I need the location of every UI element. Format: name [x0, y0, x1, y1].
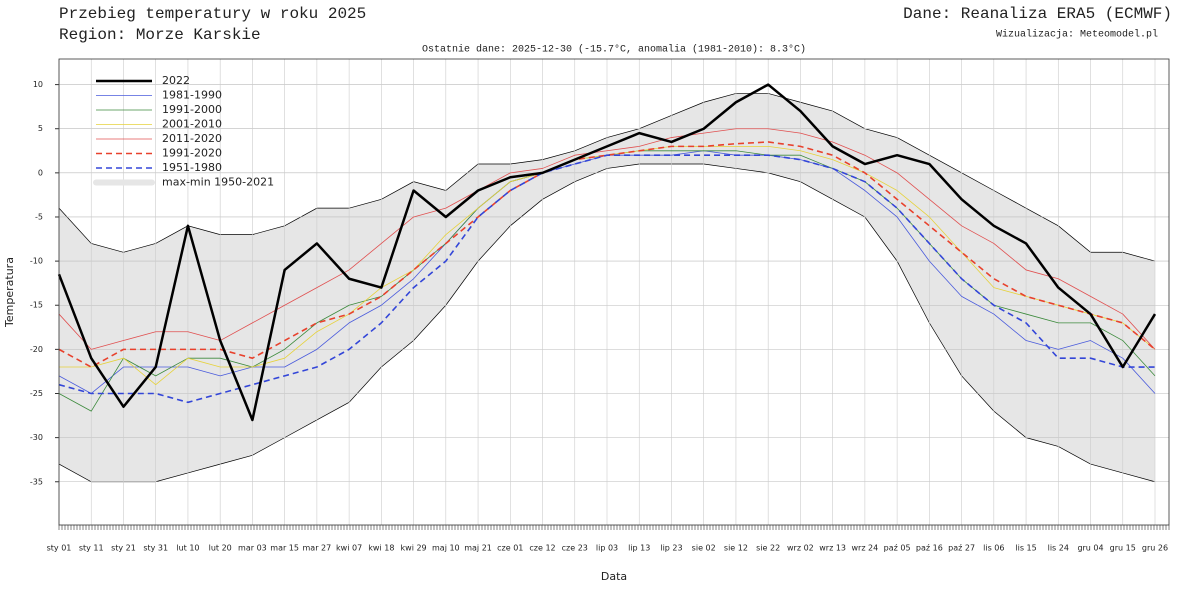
subtitle: Ostatnie dane: 2025-12-30 (-15.7°C, anom…	[422, 44, 806, 56]
x-tick-label: kwi 07	[336, 544, 362, 553]
legend-label: 2001-2010	[162, 118, 222, 131]
x-tick-label: paź 05	[884, 544, 911, 553]
x-tick-label: wrz 13	[819, 544, 846, 553]
credit: Wizualizacja: Meteomodel.pl	[996, 29, 1158, 41]
legend-label: 1951-1980	[162, 161, 222, 174]
x-tick-label: mar 27	[303, 544, 332, 553]
x-tick-label: cze 23	[562, 544, 588, 553]
x-tick-label: kwi 18	[368, 544, 394, 553]
x-tick-label: lut 20	[209, 544, 232, 553]
region: Region: Morze Karskie	[59, 26, 261, 44]
y-axis-label: Temperatura	[3, 257, 16, 328]
x-tick-label: wrz 24	[851, 544, 878, 553]
x-tick-label: lut 10	[176, 544, 199, 553]
series-line	[58, 154, 1155, 404]
x-tick-label: mar 15	[270, 544, 299, 553]
series-line	[58, 141, 1156, 368]
y-tick-label: -25	[30, 389, 43, 398]
source: Dane: Reanaliza ERA5 (ECMWF)	[903, 5, 1172, 23]
x-tick-label: gru 04	[1077, 544, 1103, 553]
x-tick-label: lis 06	[983, 544, 1004, 553]
x-tick-label: lip 23	[660, 544, 682, 553]
range-band	[59, 93, 1155, 482]
y-tick-label: -5	[35, 212, 43, 221]
x-tick-label: sty 11	[79, 544, 104, 553]
legend-label: 1991-2020	[162, 147, 222, 160]
x-tick-label: sty 21	[111, 544, 136, 553]
x-tick-label: sty 31	[143, 544, 168, 553]
x-axis-label: Data	[601, 570, 627, 583]
x-tick-label: lis 15	[1015, 544, 1036, 553]
x-tick-label: wrz 02	[787, 544, 814, 553]
x-tick-label: maj 21	[464, 544, 492, 553]
x-tick-label: kwi 29	[401, 544, 427, 553]
x-tick-label: mar 03	[238, 544, 267, 553]
x-tick-label: maj 10	[432, 544, 460, 553]
x-tick-label: lip 13	[628, 544, 650, 553]
x-tick-label: paź 16	[916, 544, 943, 553]
y-tick-label: -20	[30, 345, 43, 354]
y-tick-label: -35	[30, 477, 43, 486]
series-line	[58, 128, 1156, 350]
legend-label: 1991-2000	[162, 103, 222, 116]
plot-frame	[58, 58, 1170, 526]
legend-label: 1981-1990	[162, 89, 222, 102]
chart-title: Przebieg temperatury w roku 2025	[59, 5, 366, 23]
x-tick-label: sty 01	[47, 544, 72, 553]
x-tick-label: sie 12	[724, 544, 748, 553]
y-tick-label: 0	[38, 168, 43, 177]
x-tick-label: gru 15	[1110, 544, 1136, 553]
x-tick-label: cze 12	[529, 544, 555, 553]
x-tick-label: sie 02	[692, 544, 716, 553]
y-tick-label: -15	[30, 301, 43, 310]
x-tick-label: sie 22	[756, 544, 780, 553]
y-tick-label: -10	[30, 257, 43, 266]
y-tick-label: -30	[30, 433, 43, 442]
legend-label: 2022	[162, 74, 190, 87]
x-tick-label: gru 26	[1142, 544, 1168, 553]
legend-label: 2011-2020	[162, 132, 222, 145]
legend-label: max-min 1950-2021	[162, 176, 274, 189]
x-tick-label: lis 24	[1048, 544, 1069, 553]
x-tick-label: cze 01	[497, 544, 523, 553]
x-tick-label: lip 03	[596, 544, 618, 553]
series-line	[57, 83, 1157, 422]
y-tick-label: 10	[33, 80, 43, 89]
y-tick-label: 5	[38, 124, 43, 133]
x-tick-label: paź 27	[948, 544, 975, 553]
